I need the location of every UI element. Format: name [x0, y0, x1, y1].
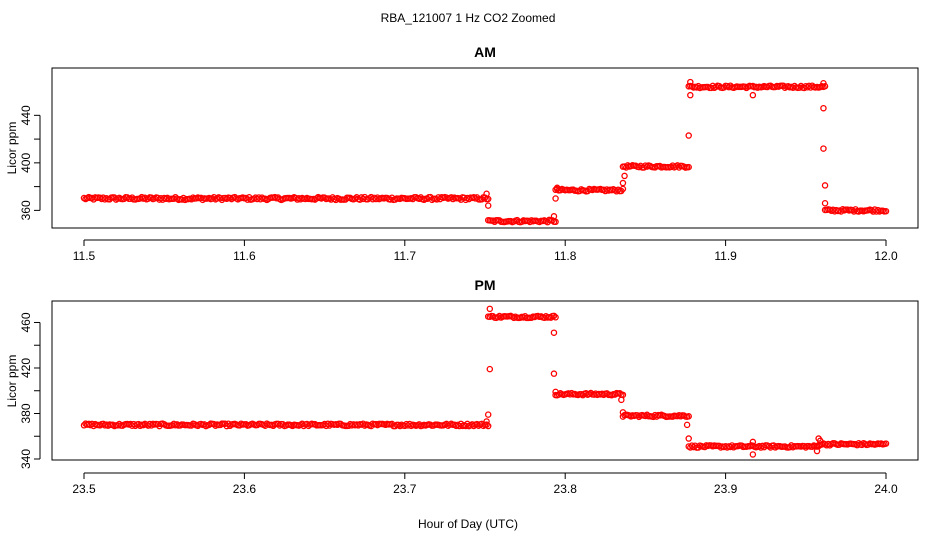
am-data-point [483, 190, 490, 197]
pm-y-tick-label: 340 [19, 449, 33, 469]
pm-y-tick-label: 380 [19, 403, 33, 423]
am-data-point [552, 195, 559, 202]
am-data-point [685, 132, 692, 139]
am-data-point [687, 78, 694, 86]
pm-data-point [749, 451, 757, 458]
am-data-point [820, 80, 827, 87]
am-y-tick-label: 400 [19, 153, 33, 173]
pm-data-point [685, 413, 692, 420]
am-data-point [550, 213, 558, 220]
am-data-point [621, 172, 628, 180]
am-plot-frame [51, 67, 919, 229]
am-axes: 11.5 11.6 11.7 11.8 11.9 12.0 360 400 440 [19, 105, 898, 263]
pm-y-axis-label: Licor ppm [5, 355, 19, 408]
am-panel-title: AM [474, 44, 496, 60]
am-data-point [553, 184, 561, 192]
pm-data-point [683, 421, 691, 429]
pm-data-point [550, 370, 558, 377]
am-data-point [820, 145, 827, 152]
pm-y-tick-label: 420 [19, 358, 33, 378]
pm-y-tick-label: 460 [19, 312, 33, 332]
pm-data-point [552, 314, 559, 321]
pm-data-point [616, 389, 623, 397]
pm-axes: 23.5 23.6 23.7 23.8 23.9 24.0 340 380 420 460 [19, 312, 898, 496]
am-y-axis-label: Licor ppm [5, 122, 19, 175]
pm-x-tick-label: 23.9 [714, 482, 738, 496]
am-data-point [749, 91, 757, 99]
pm-x-tick-label: 23.7 [393, 482, 417, 496]
am-data-point [821, 199, 829, 207]
pm-data-point [550, 329, 558, 336]
am-x-tick-label: 11.6 [233, 249, 256, 263]
x-axis-label: Hour of Day (UTC) [418, 517, 518, 531]
pm-data-point [685, 435, 692, 442]
am-panel: AM 11.5 11.6 11.7 11.8 11.9 12.0 360 400 440 Lic… [5, 44, 919, 263]
am-data-point [481, 194, 489, 201]
pm-data-point [816, 437, 824, 445]
pm-data-point [486, 305, 494, 313]
am-data-point [484, 202, 492, 209]
am-data-point [619, 185, 627, 193]
pm-data-point [486, 365, 494, 373]
pm-data-point [484, 411, 492, 418]
am-y-tick-label: 360 [19, 200, 33, 220]
am-y-tick-label: 440 [19, 105, 33, 125]
pm-data-point [483, 421, 490, 428]
pm-x-tick-label: 23.8 [554, 482, 578, 496]
am-x-tick-label: 11.5 [73, 249, 96, 263]
am-data-point [552, 218, 559, 226]
pm-x-tick-label: 23.5 [72, 482, 96, 496]
am-data-point [821, 182, 829, 189]
pm-data-point [618, 396, 625, 404]
figure-title: RBA_121007 1 Hz CO2 Zoomed [381, 11, 556, 25]
pm-data-points [80, 305, 890, 458]
pm-plot-frame [51, 300, 919, 461]
pm-x-tick-label: 23.6 [233, 482, 257, 496]
am-data-point [882, 207, 890, 215]
pm-x-tick-label: 24.0 [874, 482, 898, 496]
am-x-tick-label: 11.7 [394, 249, 417, 263]
pm-panel-title: PM [475, 277, 496, 293]
am-data-point [687, 91, 694, 99]
am-x-tick-label: 11.8 [554, 249, 577, 263]
am-data-point [619, 179, 627, 187]
pm-data-point [813, 447, 821, 455]
am-x-tick-label: 12.0 [874, 249, 898, 263]
am-data-point [820, 104, 827, 112]
am-data-points [80, 78, 890, 226]
pm-data-point [882, 440, 890, 447]
pm-data-point [749, 438, 757, 446]
pm-panel: PM 23.5 23.6 23.7 23.8 23.9 24.0340380420460 … [5, 277, 919, 496]
pm-data-point [619, 409, 627, 416]
pm-data-point [550, 312, 558, 320]
am-x-tick-label: 11.9 [714, 249, 737, 263]
am-data-point [685, 163, 692, 171]
pm-data-point [483, 418, 490, 425]
pm-data-point [552, 388, 559, 396]
